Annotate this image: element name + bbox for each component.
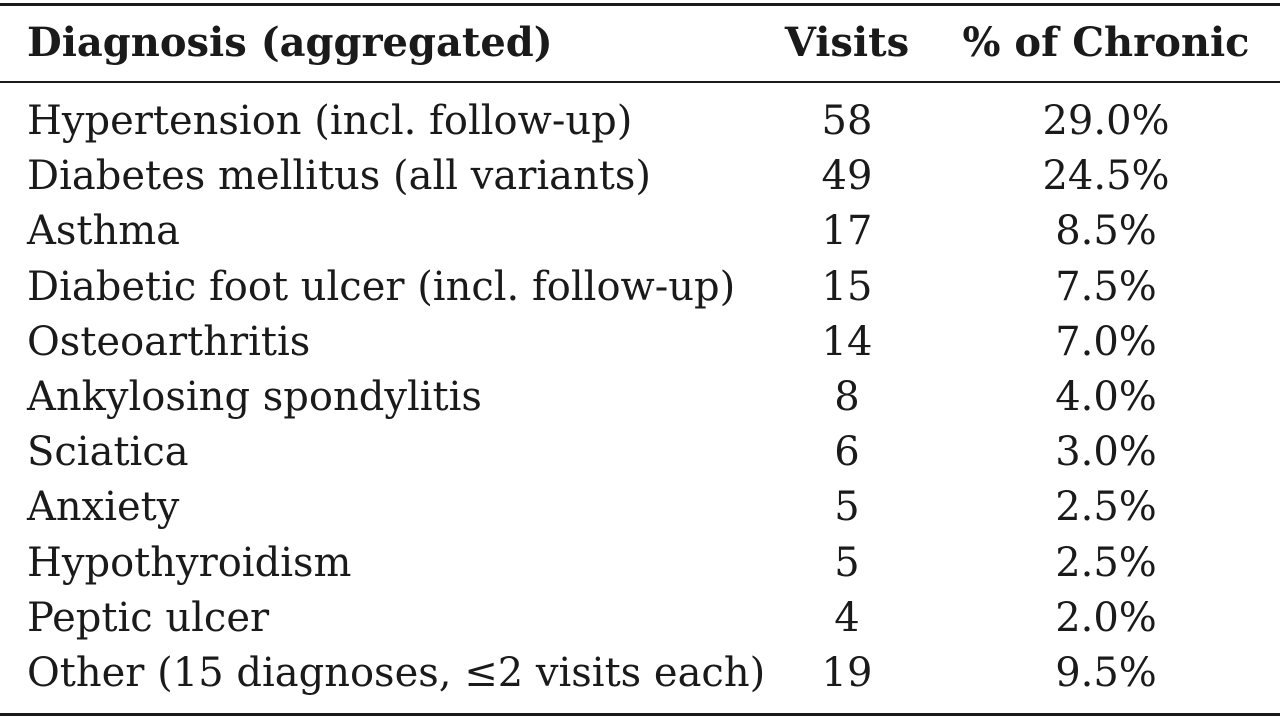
cell-percent: 2.0% [1055,595,1157,641]
cell-percent: 7.0% [1055,319,1157,365]
cell-visits: 5 [834,540,860,586]
cell-visits: 14 [821,319,873,365]
cell-visits: 19 [821,650,873,696]
cell-diagnosis: Osteoarthritis [27,319,311,365]
cell-percent: 2.5% [1055,540,1157,586]
header-diagnosis: Diagnosis (aggregated) [27,19,553,66]
cell-visits: 4 [834,595,860,641]
cell-diagnosis: Sciatica [27,429,189,475]
bottom-rule [0,713,1280,716]
cell-diagnosis: Peptic ulcer [27,595,270,641]
header-visits: Visits [784,19,910,66]
cell-percent: 2.5% [1055,484,1157,530]
cell-percent: 24.5% [1042,153,1170,199]
cell-diagnosis: Diabetes mellitus (all variants) [27,153,651,199]
cell-visits: 5 [834,484,860,530]
cell-percent: 4.0% [1055,374,1157,420]
cell-diagnosis: Hypertension (incl. follow-up) [27,98,633,144]
cell-visits: 17 [821,208,873,254]
cell-diagnosis: Asthma [27,208,181,254]
cell-visits: 6 [834,429,860,475]
header-percent: % of Chronic [962,19,1250,66]
cell-percent: 9.5% [1055,650,1157,696]
cell-percent: 3.0% [1055,429,1157,475]
cell-percent: 29.0% [1042,98,1170,144]
cell-visits: 58 [821,98,873,144]
cell-percent: 7.5% [1055,264,1157,310]
cell-percent: 8.5% [1055,208,1157,254]
cell-diagnosis: Anxiety [27,484,180,530]
cell-visits: 15 [821,264,873,310]
cell-visits: 49 [821,153,873,199]
cell-visits: 8 [834,374,860,420]
cell-diagnosis: Diabetic foot ulcer (incl. follow-up) [27,264,736,310]
cell-diagnosis: Other (15 diagnoses, ≤2 visits each) [27,650,766,696]
cell-diagnosis: Ankylosing spondylitis [27,374,482,420]
header-rule [0,81,1280,83]
top-rule [0,3,1280,6]
cell-diagnosis: Hypothyroidism [27,540,352,586]
